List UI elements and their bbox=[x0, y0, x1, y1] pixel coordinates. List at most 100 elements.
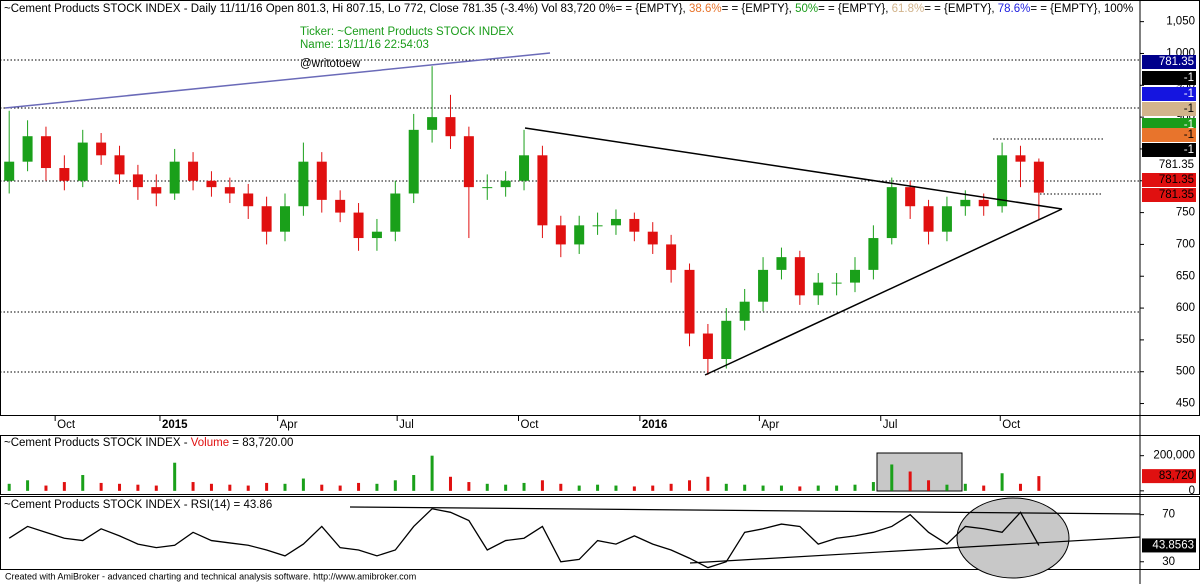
price-tag bbox=[1142, 87, 1196, 101]
volume-tag bbox=[1142, 469, 1196, 484]
candle-body bbox=[519, 155, 530, 181]
volume-bar bbox=[504, 484, 508, 491]
volume-bar bbox=[448, 476, 452, 491]
candle-body bbox=[758, 269, 769, 302]
candle-body bbox=[463, 136, 474, 188]
title-part: 50% bbox=[795, 3, 818, 15]
volume-bar bbox=[375, 483, 379, 491]
title-part: 61.8% bbox=[892, 3, 925, 15]
title-part: 38.6% bbox=[689, 3, 722, 15]
volume-bar bbox=[835, 485, 839, 491]
price-tag bbox=[1142, 128, 1196, 142]
price-tag bbox=[1142, 143, 1196, 157]
price-tag bbox=[1142, 71, 1196, 85]
title-part: = 83,720.00 bbox=[229, 437, 293, 449]
price-tag-label: -1 bbox=[1184, 144, 1194, 156]
candle-body bbox=[905, 187, 916, 207]
volume-bar bbox=[706, 476, 710, 491]
y-tick-label: 1,050 bbox=[1166, 16, 1195, 28]
volume-bar bbox=[651, 485, 655, 491]
x-tick-label: Oct bbox=[521, 419, 540, 431]
annotation: Ticker: ~Cement Products STOCK INDEX bbox=[300, 26, 514, 38]
price-tag-label: 781.35 bbox=[1159, 56, 1194, 68]
volume-bar bbox=[559, 483, 563, 491]
volume-bar bbox=[228, 484, 232, 491]
volume-bar bbox=[1037, 476, 1041, 491]
candle-body bbox=[408, 129, 419, 194]
title-part: = = {EMPTY}, bbox=[722, 3, 796, 15]
candle-body bbox=[40, 136, 51, 169]
x-tick-label: 2015 bbox=[162, 419, 188, 431]
candle-body bbox=[813, 282, 824, 296]
price-tag-label: -1 bbox=[1184, 119, 1194, 131]
candle-body bbox=[610, 218, 621, 226]
volume-bar bbox=[62, 482, 66, 491]
candle-body bbox=[1033, 161, 1044, 193]
volume-plot bbox=[7, 455, 1041, 491]
title-part: Volume bbox=[191, 437, 229, 449]
x-tick-label: Apr bbox=[280, 419, 298, 431]
candle-body bbox=[831, 282, 842, 284]
y-tick-label: 450 bbox=[1176, 398, 1195, 410]
annotation: Name: 13/11/16 22:54:03 bbox=[300, 39, 429, 51]
volume-bar bbox=[467, 482, 471, 491]
candle-body bbox=[224, 187, 235, 194]
title-part: ~Cement Products STOCK INDEX - bbox=[4, 437, 191, 449]
volume-bar bbox=[320, 484, 324, 491]
volume-bar bbox=[982, 485, 986, 491]
trendlines bbox=[4, 52, 1063, 376]
volume-bar bbox=[44, 485, 48, 491]
price-tag-label: -1 bbox=[1184, 88, 1194, 100]
candle-body bbox=[666, 244, 677, 270]
candle-body bbox=[59, 168, 70, 181]
candle-body bbox=[132, 174, 143, 188]
volume-bar bbox=[485, 483, 489, 491]
panel-title: ~Cement Products STOCK INDEX - Volume = … bbox=[4, 437, 293, 449]
candle-body bbox=[868, 238, 879, 270]
title-part: = = {EMPTY}, 100% bbox=[1030, 3, 1133, 15]
candle-body bbox=[114, 155, 125, 175]
candle-body bbox=[537, 155, 548, 226]
candle-body bbox=[261, 206, 272, 232]
candle-body bbox=[96, 142, 107, 156]
candle-body bbox=[316, 161, 327, 200]
volume-bar bbox=[945, 484, 949, 491]
title-part: = = {EMPTY}, bbox=[818, 3, 892, 15]
volume-bar bbox=[779, 485, 783, 491]
volume-bar bbox=[963, 483, 967, 491]
y-tick-label: 500 bbox=[1176, 366, 1195, 378]
title-part: 78.6% bbox=[998, 3, 1031, 15]
trendline bbox=[524, 127, 1063, 210]
candle-body bbox=[684, 269, 695, 334]
volume-bar bbox=[871, 482, 875, 491]
candle-body bbox=[886, 187, 897, 239]
x-tick-label: Oct bbox=[1002, 419, 1021, 431]
volume-bar bbox=[173, 462, 177, 491]
volume-bar bbox=[209, 483, 213, 491]
panel-title: ~Cement Products STOCK INDEX - RSI(14) =… bbox=[4, 499, 272, 511]
price-tag-label: -1 bbox=[1184, 103, 1194, 115]
candle-body bbox=[592, 225, 603, 227]
rsi-plot bbox=[8, 508, 1040, 569]
candle-body bbox=[77, 142, 88, 181]
y-tick-label: 200,000 bbox=[1153, 450, 1195, 462]
candle-body bbox=[4, 161, 15, 181]
y-tick-label: 600 bbox=[1176, 302, 1195, 314]
candle-body bbox=[188, 161, 199, 181]
volume-bar bbox=[136, 484, 140, 491]
candle-body bbox=[482, 187, 493, 189]
candle-body bbox=[960, 199, 971, 207]
volume-bar bbox=[669, 483, 673, 491]
candle-body bbox=[794, 257, 805, 296]
candle-body bbox=[555, 225, 566, 245]
x-tick-label: Oct bbox=[57, 419, 76, 431]
volume-bar bbox=[99, 482, 103, 491]
candle-body bbox=[850, 269, 860, 283]
volume-bar bbox=[816, 485, 820, 491]
price-tag-label: 781.35 bbox=[1159, 159, 1194, 171]
volume-bar bbox=[430, 455, 434, 491]
y-tick-label: 30 bbox=[1162, 556, 1175, 568]
candle-body bbox=[243, 193, 254, 207]
candle-body bbox=[371, 231, 382, 239]
volume-bar bbox=[798, 486, 802, 491]
